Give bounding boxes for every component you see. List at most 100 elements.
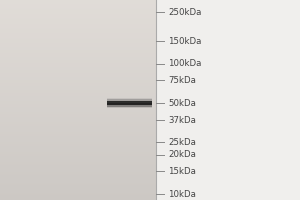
Bar <box>0 52 156 53</box>
Bar <box>0 97 156 98</box>
Text: 100kDa: 100kDa <box>168 59 201 68</box>
Text: 75kDa: 75kDa <box>168 76 196 85</box>
Bar <box>0 148 156 149</box>
Bar <box>0 199 156 200</box>
Bar <box>0 96 156 97</box>
Bar <box>0 172 156 173</box>
Bar <box>0 11 156 12</box>
Bar <box>0 191 156 192</box>
Bar <box>0 76 156 77</box>
Bar <box>0 141 156 142</box>
Bar <box>0 88 156 89</box>
Bar <box>106 98 152 102</box>
Bar <box>0 91 156 92</box>
Bar <box>0 7 156 8</box>
Bar <box>0 93 156 94</box>
Bar <box>0 9 156 10</box>
Text: 50kDa: 50kDa <box>168 99 196 108</box>
Bar <box>0 16 156 17</box>
Bar <box>0 20 156 21</box>
Bar <box>0 89 156 90</box>
Bar <box>0 94 156 95</box>
Bar <box>0 78 156 79</box>
Bar <box>0 19 156 20</box>
Text: 25kDa: 25kDa <box>168 138 196 147</box>
Bar <box>0 38 156 39</box>
Bar <box>0 58 156 59</box>
Bar <box>106 103 152 107</box>
Bar <box>0 171 156 172</box>
Bar <box>0 115 156 116</box>
Bar <box>0 163 156 164</box>
Bar <box>0 109 156 110</box>
Bar <box>0 104 156 105</box>
Bar <box>0 114 156 115</box>
Bar <box>0 55 156 56</box>
Bar <box>0 151 156 152</box>
Bar <box>0 124 156 125</box>
Bar <box>0 32 156 33</box>
Bar <box>0 10 156 11</box>
Bar <box>0 27 156 28</box>
Bar <box>0 134 156 135</box>
Bar <box>0 159 156 160</box>
Bar <box>0 86 156 87</box>
Bar <box>0 73 156 74</box>
Bar <box>0 156 156 157</box>
Bar <box>0 173 156 174</box>
Bar <box>0 40 156 41</box>
Bar <box>0 166 156 167</box>
Bar <box>0 132 156 133</box>
Bar <box>0 162 156 163</box>
Bar <box>0 77 156 78</box>
Bar <box>0 150 156 151</box>
Bar <box>0 87 156 88</box>
Bar <box>0 105 156 106</box>
Bar <box>0 139 156 140</box>
Bar <box>0 12 156 13</box>
Bar <box>0 113 156 114</box>
Bar <box>0 142 156 143</box>
Bar <box>0 36 156 37</box>
Bar <box>0 184 156 185</box>
Bar <box>0 39 156 40</box>
Bar <box>0 186 156 187</box>
Text: 20kDa: 20kDa <box>168 150 196 159</box>
Bar <box>0 158 156 159</box>
Bar <box>0 81 156 82</box>
Bar <box>0 82 156 83</box>
Bar <box>0 175 156 176</box>
Bar <box>0 197 156 198</box>
Bar <box>0 5 156 6</box>
Text: 250kDa: 250kDa <box>168 8 201 17</box>
Bar <box>0 69 156 70</box>
Bar <box>0 63 156 64</box>
Bar <box>0 61 156 62</box>
Bar <box>0 26 156 27</box>
Bar <box>0 155 156 156</box>
Bar <box>0 178 156 179</box>
Bar <box>0 111 156 112</box>
Bar <box>0 42 156 43</box>
Bar <box>0 50 156 51</box>
Bar <box>0 106 156 107</box>
Bar <box>0 195 156 196</box>
Bar <box>0 8 156 9</box>
Text: 10kDa: 10kDa <box>168 190 196 199</box>
Bar <box>0 53 156 54</box>
Bar <box>0 128 156 129</box>
Bar <box>0 165 156 166</box>
Bar <box>0 6 156 7</box>
Bar <box>0 144 156 145</box>
Bar <box>0 49 156 50</box>
Bar <box>0 23 156 24</box>
Bar <box>0 74 156 75</box>
Bar <box>0 47 156 48</box>
Bar <box>0 188 156 189</box>
Bar <box>0 149 156 150</box>
Bar <box>0 174 156 175</box>
Bar <box>0 56 156 57</box>
Bar <box>0 57 156 58</box>
Bar <box>0 122 156 123</box>
Bar <box>0 112 156 113</box>
